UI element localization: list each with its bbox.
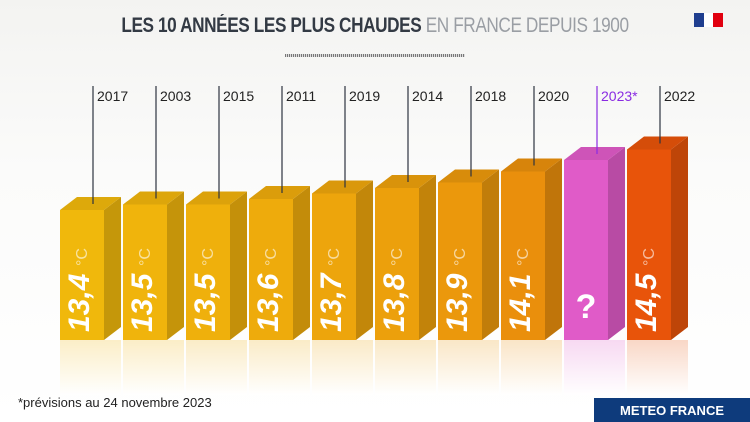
value-label: 14,5 [630,272,663,332]
bar-top [627,136,688,150]
year-label: 2017 [97,88,128,104]
bar-side [356,180,373,340]
bar-side [167,191,184,340]
bar [564,160,608,340]
year-label: 2020 [538,88,569,104]
bar [123,204,167,340]
year-label: 2014 [412,88,443,104]
bar-side [545,158,562,340]
value-label: 13,5 [126,272,159,332]
unit-label: °C [389,248,406,266]
bar-top [312,180,373,194]
bar [186,204,230,340]
reflection-fade [438,340,499,395]
bar-side [230,191,247,340]
reflection-fade [249,340,310,395]
bar-side [293,186,310,340]
year-label: 2003 [160,88,191,104]
bar [438,182,482,340]
year-label: 2011 [286,88,316,104]
bar [249,199,293,340]
bar-top [249,186,310,199]
value-label: 13,6 [252,273,285,332]
bar [627,149,671,340]
bar-top [186,191,247,205]
unit-label: °C [452,248,469,266]
title-bold: LES 10 ANNÉES LES PLUS CHAUDES [121,14,422,37]
unit-label: °C [137,248,154,266]
year-label: 2019 [349,88,380,104]
unit-label: °C [326,248,343,266]
unit-label: °C [263,248,280,266]
bar-side [104,197,121,340]
bar-side [419,175,436,340]
reflection-fade [60,340,121,395]
reflection-fade [312,340,373,395]
reflection-fade [375,340,436,395]
reflection-fade [501,340,562,395]
footnote: *prévisions au 24 novembre 2023 [18,395,212,410]
value-label: 13,4 [63,273,96,332]
reflection-fade [123,340,184,395]
meteo-france-brand: METEO FRANCE [594,398,750,422]
unit-label: °C [515,248,532,266]
value-label: 13,9 [441,273,474,332]
unit-label: °C [200,248,217,266]
bar-top [123,191,184,205]
title-divider [285,54,465,57]
value-label: ? [576,288,597,326]
reflection-fade [627,340,688,395]
bar-top [375,175,436,188]
value-label: 13,7 [315,272,348,332]
year-label: 2015 [223,88,254,104]
bar [375,188,419,340]
reflection-fade [186,340,247,395]
year-label: 2022 [664,88,695,104]
bar-top [564,147,625,160]
bar-top [438,169,499,183]
reflection-fade [564,340,625,395]
bar [501,171,545,340]
bar-top [60,197,121,210]
unit-label: °C [74,248,91,266]
bar-top [501,158,562,172]
bar [312,193,356,340]
bar-side [608,147,625,340]
page-title: LES 10 ANNÉES LES PLUS CHAUDES EN FRANCE… [68,14,683,38]
year-label: 2018 [475,88,506,104]
bar [60,210,104,340]
year-label: 2023* [601,88,638,104]
bar-side [671,136,688,340]
value-label: 13,8 [378,273,411,332]
value-label: 14,1 [504,274,537,332]
title-light: EN FRANCE DEPUIS 1900 [425,14,629,37]
republique-francaise-logo [694,13,724,27]
unit-label: °C [641,248,658,266]
value-label: 13,5 [189,272,222,332]
bar-side [482,169,499,340]
